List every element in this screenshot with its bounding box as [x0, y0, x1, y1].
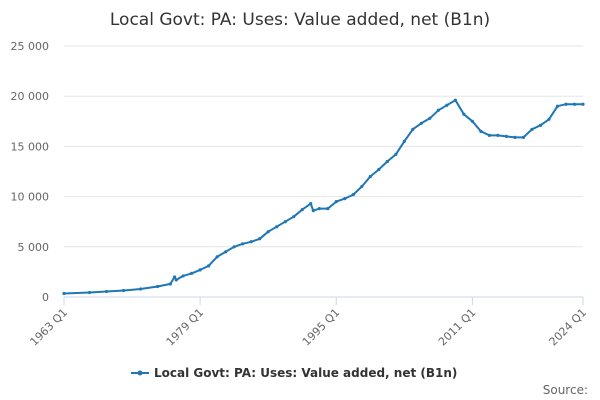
data-point[interactable] — [334, 200, 338, 204]
y-tick-label-3: 15 000 — [11, 140, 50, 153]
grid-lines — [64, 45, 583, 298]
data-point[interactable] — [138, 287, 143, 291]
data-point[interactable] — [249, 240, 253, 244]
legend-point-marker — [137, 370, 143, 376]
data-point[interactable] — [87, 290, 92, 295]
data-point[interactable] — [479, 129, 483, 133]
data-point[interactable] — [394, 152, 398, 157]
data-point[interactable] — [351, 192, 355, 197]
data-point[interactable] — [581, 102, 585, 106]
data-point[interactable] — [241, 242, 245, 246]
data-point[interactable] — [181, 274, 185, 278]
data-point[interactable] — [521, 135, 526, 139]
data-point[interactable] — [547, 117, 551, 121]
data-point[interactable] — [572, 102, 577, 106]
data-point[interactable] — [275, 225, 279, 229]
y-tick-label-1: 5 000 — [18, 241, 50, 254]
y-tick-label-5: 25 000 — [11, 40, 50, 53]
data-point[interactable] — [538, 123, 543, 127]
data-point[interactable] — [385, 159, 389, 164]
data-point[interactable] — [121, 288, 126, 293]
y-axis-ticks: 0 5 000 10 000 15 000 20 000 25 000 — [11, 40, 50, 304]
data-point[interactable] — [402, 139, 406, 143]
data-point[interactable] — [496, 133, 500, 137]
data-point[interactable] — [462, 112, 466, 116]
data-point[interactable] — [360, 184, 364, 189]
chart-title: Local Govt: PA: Uses: Value added, net (… — [110, 10, 490, 30]
data-point[interactable] — [62, 291, 66, 296]
data-point[interactable] — [555, 104, 560, 108]
data-point[interactable] — [343, 197, 347, 201]
data-point[interactable] — [300, 208, 304, 212]
data-point[interactable] — [258, 237, 262, 241]
data-point[interactable] — [436, 108, 440, 112]
data-point[interactable] — [487, 133, 492, 137]
data-point[interactable] — [155, 284, 160, 289]
y-tick-label-2: 10 000 — [11, 191, 50, 204]
x-tick-label-4: 2024 Q1 — [547, 306, 590, 349]
data-point[interactable] — [317, 207, 321, 211]
data-point[interactable] — [513, 135, 517, 139]
data-point[interactable] — [266, 230, 270, 234]
data-point[interactable] — [428, 116, 432, 120]
data-point[interactable] — [224, 250, 228, 254]
data-point[interactable] — [453, 98, 457, 102]
x-tick-label-3: 2011 Q1 — [436, 306, 479, 349]
source-label[interactable]: Source: — [543, 383, 588, 397]
data-point[interactable] — [207, 264, 211, 268]
data-point[interactable] — [564, 102, 568, 106]
data-point[interactable] — [104, 289, 109, 294]
data-point[interactable] — [419, 121, 423, 125]
data-point[interactable] — [190, 271, 194, 276]
data-point[interactable] — [311, 209, 315, 213]
x-tick-label-1: 1979 Q1 — [164, 306, 207, 349]
data-point[interactable] — [445, 103, 449, 107]
data-point[interactable] — [377, 167, 381, 172]
x-tick-label-0: 1963 Q1 — [28, 306, 71, 349]
data-point[interactable] — [309, 202, 313, 206]
data-point[interactable] — [283, 220, 287, 224]
data-point[interactable] — [411, 127, 415, 131]
data-point[interactable] — [530, 127, 534, 131]
data-point[interactable] — [470, 119, 474, 123]
x-axis-ticks: 1963 Q1 1979 Q1 1995 Q1 2011 Q1 2024 Q1 — [28, 297, 590, 349]
data-point[interactable] — [168, 282, 172, 286]
y-tick-label-0: 0 — [42, 291, 49, 304]
data-point[interactable] — [504, 134, 509, 138]
x-tick-label-2: 1995 Q1 — [300, 306, 343, 349]
data-point[interactable] — [173, 275, 177, 279]
series-line-0 — [63, 99, 584, 295]
legend[interactable]: Local Govt: PA: Uses: Value added, net (… — [131, 366, 457, 380]
y-tick-label-4: 20 000 — [11, 90, 50, 103]
data-point[interactable] — [368, 174, 372, 179]
series-layer — [62, 98, 585, 296]
data-point[interactable] — [232, 245, 236, 249]
data-point[interactable] — [326, 207, 330, 211]
data-point[interactable] — [215, 255, 219, 259]
data-point[interactable] — [198, 268, 202, 272]
data-point[interactable] — [174, 278, 178, 282]
data-point[interactable] — [292, 215, 296, 219]
legend-label: Local Govt: PA: Uses: Value added, net (… — [154, 366, 457, 380]
